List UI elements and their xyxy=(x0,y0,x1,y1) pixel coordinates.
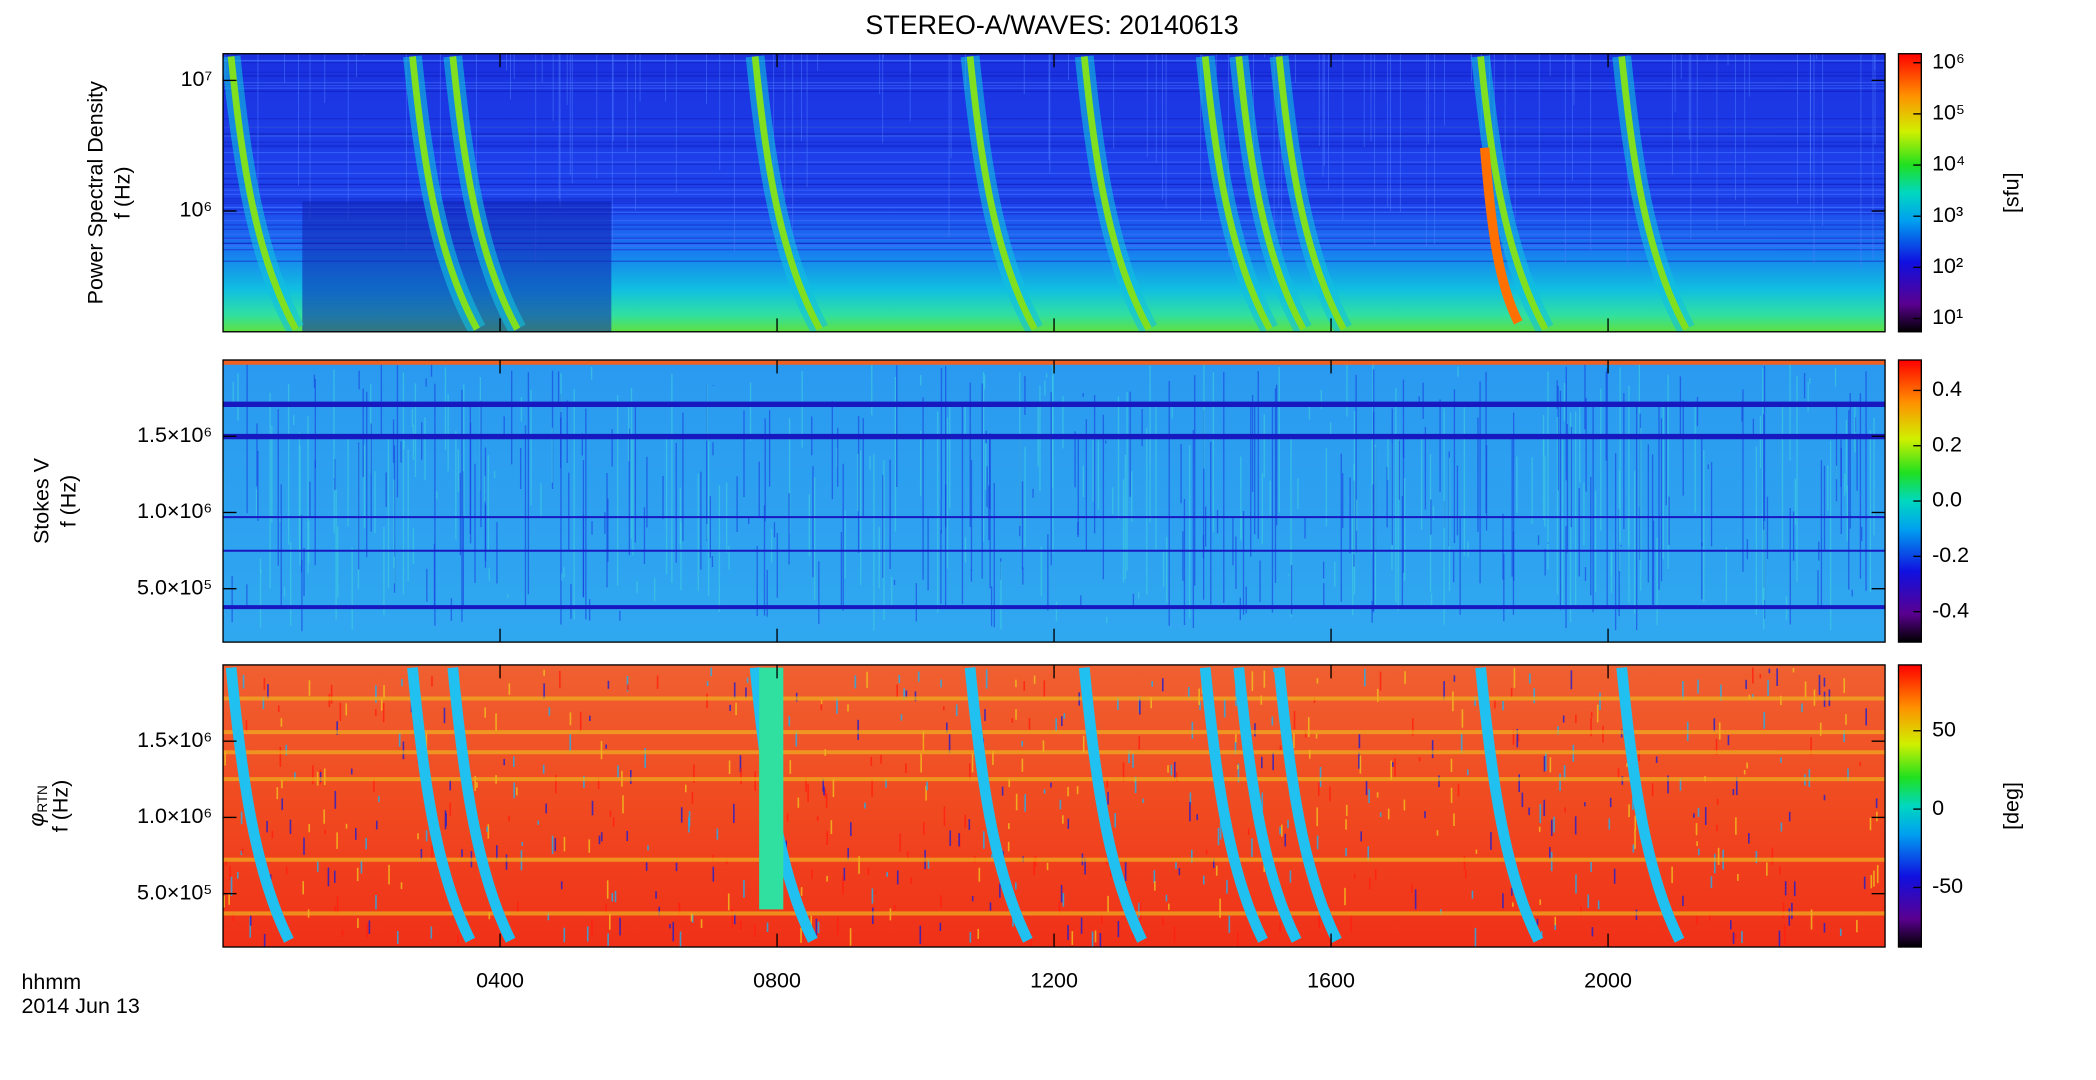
y-axis-label: φRTN xyxy=(24,785,49,826)
colorbar-tick-label: 50 xyxy=(1932,717,1956,741)
texture xyxy=(1273,667,1342,943)
colorbar-tick-label: 0.0 xyxy=(1932,488,1962,512)
texture xyxy=(759,667,784,910)
texture xyxy=(449,56,521,331)
texture xyxy=(225,667,294,943)
texture xyxy=(1275,56,1347,331)
spectrogram xyxy=(223,360,1886,643)
x-tick-label: 0800 xyxy=(753,969,801,993)
colorbar-tick-label: -0.2 xyxy=(1932,543,1969,567)
texture xyxy=(966,56,1038,331)
texture xyxy=(447,667,516,943)
texture xyxy=(1479,147,1523,325)
colorbar-tick-label: 10³ xyxy=(1932,203,1963,227)
x-axis-label: hhmm xyxy=(21,970,81,994)
colorbar-tick-label: 10⁶ xyxy=(1932,49,1965,73)
x-tick-label: 0400 xyxy=(476,969,524,993)
date-label: 2014 Jun 13 xyxy=(21,994,139,1018)
y-tick-label: 10⁷ xyxy=(181,67,213,91)
texture xyxy=(407,667,476,943)
texture xyxy=(1618,56,1690,331)
texture xyxy=(1199,667,1268,943)
y-axis-label: Power Spectral Density xyxy=(83,81,107,305)
colorbar xyxy=(1897,53,1923,333)
colorbar xyxy=(1897,664,1923,948)
texture xyxy=(409,56,480,331)
spectrogram xyxy=(223,664,1886,948)
y-axis-label: f (Hz) xyxy=(48,780,72,833)
y-tick-label: 1.5×10⁶ xyxy=(137,423,212,447)
texture xyxy=(751,56,823,331)
x-tick-label: 1600 xyxy=(1307,969,1355,993)
texture xyxy=(1616,667,1685,943)
y-tick-label: 5.0×10⁵ xyxy=(137,880,212,904)
y-tick-label: 1.5×10⁶ xyxy=(137,728,212,752)
spectrogram xyxy=(223,53,1886,332)
texture xyxy=(1477,56,1549,331)
texture xyxy=(964,667,1033,943)
colorbar-label: [sfu] xyxy=(1999,172,2023,213)
texture xyxy=(1233,667,1302,943)
colorbar-tick-label: 10⁴ xyxy=(1932,152,1965,176)
texture xyxy=(227,56,299,331)
y-tick-label: 1.0×10⁶ xyxy=(137,499,212,523)
y-tick-label: 5.0×10⁵ xyxy=(137,575,212,599)
texture xyxy=(1475,667,1544,943)
y-axis-label: f (Hz) xyxy=(57,475,81,528)
x-tick-label: 1200 xyxy=(1030,969,1078,993)
y-axis-label: f (Hz) xyxy=(110,167,134,220)
colorbar-tick-label: 0.2 xyxy=(1932,432,1962,456)
texture xyxy=(1080,56,1152,331)
colorbar-tick-label: -50 xyxy=(1932,874,1963,898)
colorbar-label: [deg] xyxy=(1999,782,2023,830)
colorbar-tick-label: 10² xyxy=(1932,254,1963,278)
y-tick-label: 1.0×10⁶ xyxy=(137,804,212,828)
y-tick-label: 10⁶ xyxy=(180,198,213,222)
x-tick-label: 2000 xyxy=(1584,969,1632,993)
colorbar-tick-label: 0 xyxy=(1932,796,1944,820)
texture xyxy=(1235,56,1307,331)
chart-title: STEREO-A/WAVES: 20140613 xyxy=(865,10,1238,40)
y-axis-label: Stokes V xyxy=(30,457,54,544)
colorbar-tick-label: 10¹ xyxy=(1932,305,1963,329)
colorbar-tick-label: 10⁵ xyxy=(1932,101,1965,125)
colorbar-tick-label: -0.4 xyxy=(1932,598,1969,622)
texture xyxy=(1078,667,1147,943)
texture xyxy=(1201,56,1273,331)
colorbar-tick-label: 0.4 xyxy=(1932,377,1962,401)
